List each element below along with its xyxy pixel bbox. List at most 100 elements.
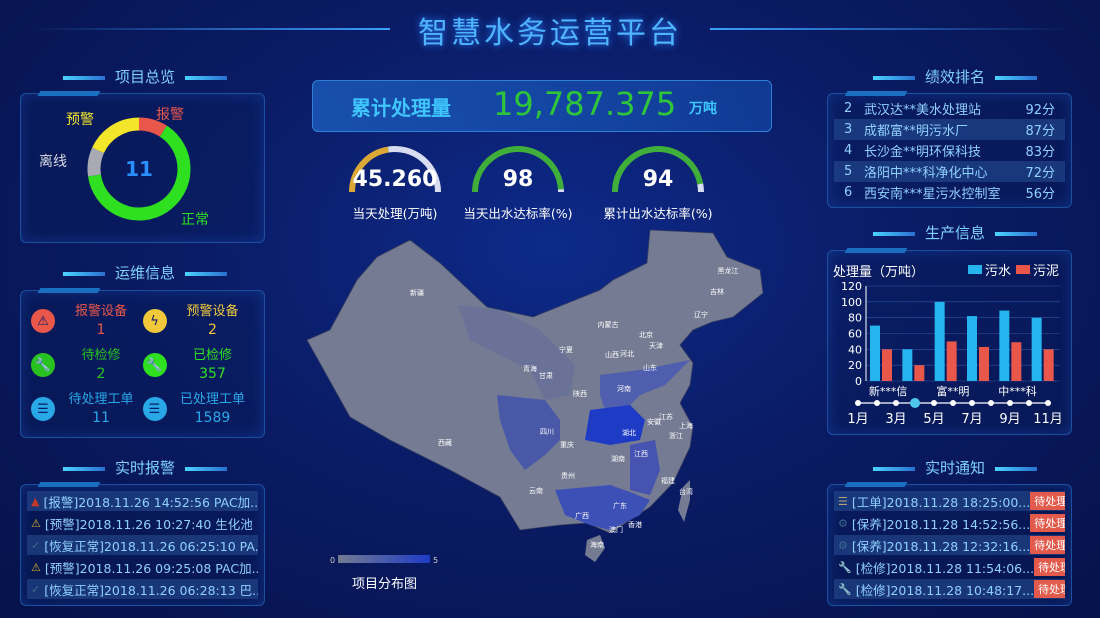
timeline-point[interactable] — [988, 400, 994, 406]
bar-sludge[interactable] — [979, 346, 989, 381]
map-hainan[interactable] — [585, 535, 605, 562]
status-badge[interactable]: 待处理 — [1034, 580, 1065, 598]
timeline-label: 7月 — [961, 412, 982, 427]
notices-item-text: [保养]2018.11.28 12:32:16... — [851, 538, 1031, 554]
x-tick-label: 新***信 — [869, 384, 908, 398]
notices-list-item[interactable]: ⚙ [保养]2018.11.28 12:32:16... 待处理 — [834, 535, 1065, 555]
ops-item[interactable]: ☰ 已处理工单 1589 — [142, 389, 255, 429]
document-icon: ☰ — [838, 494, 848, 508]
x-tick-label: 富**明 — [936, 384, 969, 398]
alarms-item-text: [恢复正常]2018.11.26 06:28:13 巴... — [44, 582, 258, 598]
ranking-row[interactable]: 4 长沙金**明环保科技 83分 — [834, 140, 1065, 161]
status-badge[interactable]: 待处理 — [1030, 492, 1065, 510]
notices-list-item[interactable]: ⚙ [保养]2018.11.28 14:52:56... 待处理 — [834, 513, 1065, 533]
timeline-point[interactable] — [855, 400, 861, 406]
alarm-icon: ▲ — [31, 494, 40, 508]
alarms-list-item[interactable]: ⚠ [预警]2018.11.26 10:27:40 生化池 ... — [27, 513, 258, 533]
maintenance-icon: ⚙ — [838, 516, 848, 530]
document-icon: ☰ — [142, 397, 167, 421]
ranking-score: 83分 — [1025, 145, 1055, 160]
donut-segment[interactable] — [87, 147, 105, 177]
timeline-label: 9月 — [999, 412, 1020, 427]
donut-segment[interactable] — [138, 117, 167, 137]
bar-sludge[interactable] — [1043, 349, 1054, 381]
ranking-row[interactable]: 5 洛阳中***科净化中心 72分 — [834, 161, 1065, 182]
map-region-jiangxi[interactable] — [630, 440, 660, 495]
timeline-point[interactable] — [1045, 400, 1051, 406]
bar-sewage[interactable] — [934, 301, 945, 381]
ops-item-label: 报警设备 — [74, 304, 127, 319]
bar-sludge[interactable] — [1011, 342, 1022, 381]
timeline-point[interactable] — [931, 400, 937, 406]
bar-sludge[interactable] — [946, 341, 957, 381]
alarms-list-item[interactable]: ▲ [报警]2018.11.26 14:52:56 PAC加... — [27, 491, 258, 511]
ops-item-text: 预警设备 2 — [173, 303, 253, 339]
production-panel: 处理量（万吨） 污水 污泥 0 20 40 60 80 100 120 新***信 富**明 中*… — [827, 250, 1072, 435]
ops-item-text: 报警设备 1 — [61, 303, 141, 339]
y-tick-label: 60 — [848, 328, 862, 341]
timeline-point[interactable] — [874, 400, 880, 406]
province-label: 海南 — [590, 540, 604, 549]
map-region-shandong-henan[interactable] — [600, 360, 690, 410]
bar-sludge[interactable] — [882, 349, 892, 381]
province-label: 甘肃 — [539, 371, 553, 380]
ops-item[interactable]: 🔧 待检修 2 — [31, 345, 143, 385]
ops-item[interactable]: 🔧 已检修 357 — [142, 345, 255, 385]
document-icon: ☰ — [31, 397, 55, 421]
ops-heading: 运维信息 — [25, 262, 265, 283]
map-legend-bar — [338, 555, 430, 563]
ops-item[interactable]: ☰ 待处理工单 11 — [31, 389, 143, 429]
gauge-arc — [612, 146, 704, 193]
province-label: 江苏 — [659, 412, 673, 421]
alarms-list-item[interactable]: ✓ [恢复正常]2018.11.26 06:25:10 PA... — [27, 535, 258, 555]
gauge-label: 累计出水达标率(%) — [603, 206, 713, 221]
timeline-point[interactable] — [969, 400, 975, 406]
gauge-arc-segment — [349, 146, 389, 193]
bar-sludge[interactable] — [914, 365, 925, 381]
ranking-row[interactable]: 3 成都富**明污水厂 87分 — [834, 119, 1065, 140]
chart-ylabel: 处理量（万吨） — [833, 265, 924, 280]
timeline-point[interactable] — [1007, 400, 1013, 406]
bar-sewage[interactable] — [870, 325, 880, 381]
donut-segment[interactable] — [92, 117, 140, 154]
ranking-name: 洛阳中***科净化中心 — [864, 166, 988, 181]
warning-light-icon: ϟ — [142, 309, 167, 333]
bar-sewage[interactable] — [1031, 317, 1042, 381]
map-region-hubei[interactable] — [585, 405, 645, 445]
ops-item[interactable]: ϟ 预警设备 2 — [142, 301, 255, 341]
map-region-guangxi-guangdong[interactable] — [555, 485, 650, 530]
status-badge[interactable]: 待处理 — [1034, 558, 1065, 576]
bar-sewage[interactable] — [999, 310, 1010, 381]
map-legend-min: 0 — [330, 556, 335, 565]
total-value: 19,787.375 — [493, 85, 677, 123]
timeline-point[interactable] — [950, 400, 956, 406]
alarms-list-item[interactable]: ✓ [恢复正常]2018.11.26 06:28:13 巴... — [27, 579, 258, 599]
notices-list-item[interactable]: ☰ [工单]2018.11.28 18:25:00... 待处理 — [834, 491, 1065, 511]
legend-offline: 离线 — [39, 153, 67, 170]
donut-segment[interactable] — [88, 125, 191, 221]
map-region-sichuan[interactable] — [497, 395, 560, 470]
status-badge[interactable]: 待处理 — [1030, 514, 1065, 532]
ranking-row[interactable]: 2 武汉达**美水处理站 92分 — [834, 98, 1065, 119]
timeline-handle[interactable] — [910, 398, 920, 408]
bar-sewage[interactable] — [967, 316, 977, 381]
ranking-row[interactable]: 6 西安南***星污水控制室 56分 — [834, 182, 1065, 203]
alarms-list-item[interactable]: ⚠ [预警]2018.11.26 09:25:08 PAC加... — [27, 557, 258, 577]
notices-heading: 实时通知 — [835, 457, 1075, 478]
check-icon: ✓ — [31, 538, 41, 552]
gauge-label: 当天处理(万吨) — [352, 206, 438, 221]
timeline-point[interactable] — [1026, 400, 1032, 406]
map-region-gansu-shaanxi[interactable] — [458, 305, 575, 400]
bar-sewage[interactable] — [902, 349, 913, 381]
ranking-score: 56分 — [1025, 187, 1055, 202]
notices-list-item[interactable]: 🔧[检修]2018.11.28 11:54:06...待处理 — [834, 557, 1065, 577]
donut-total: 11 — [125, 157, 153, 181]
ops-item[interactable]: ⚠ 报警设备 1 — [31, 301, 143, 341]
province-label: 台湾 — [679, 487, 693, 496]
status-badge[interactable]: 待处理 — [1030, 536, 1065, 554]
notices-list-item[interactable]: 🔧[检修]2018.11.28 10:48:17...待处理 — [834, 579, 1065, 599]
timeline-point[interactable] — [893, 400, 899, 406]
map-taiwan[interactable] — [678, 480, 690, 522]
province-label: 新疆 — [410, 288, 424, 297]
